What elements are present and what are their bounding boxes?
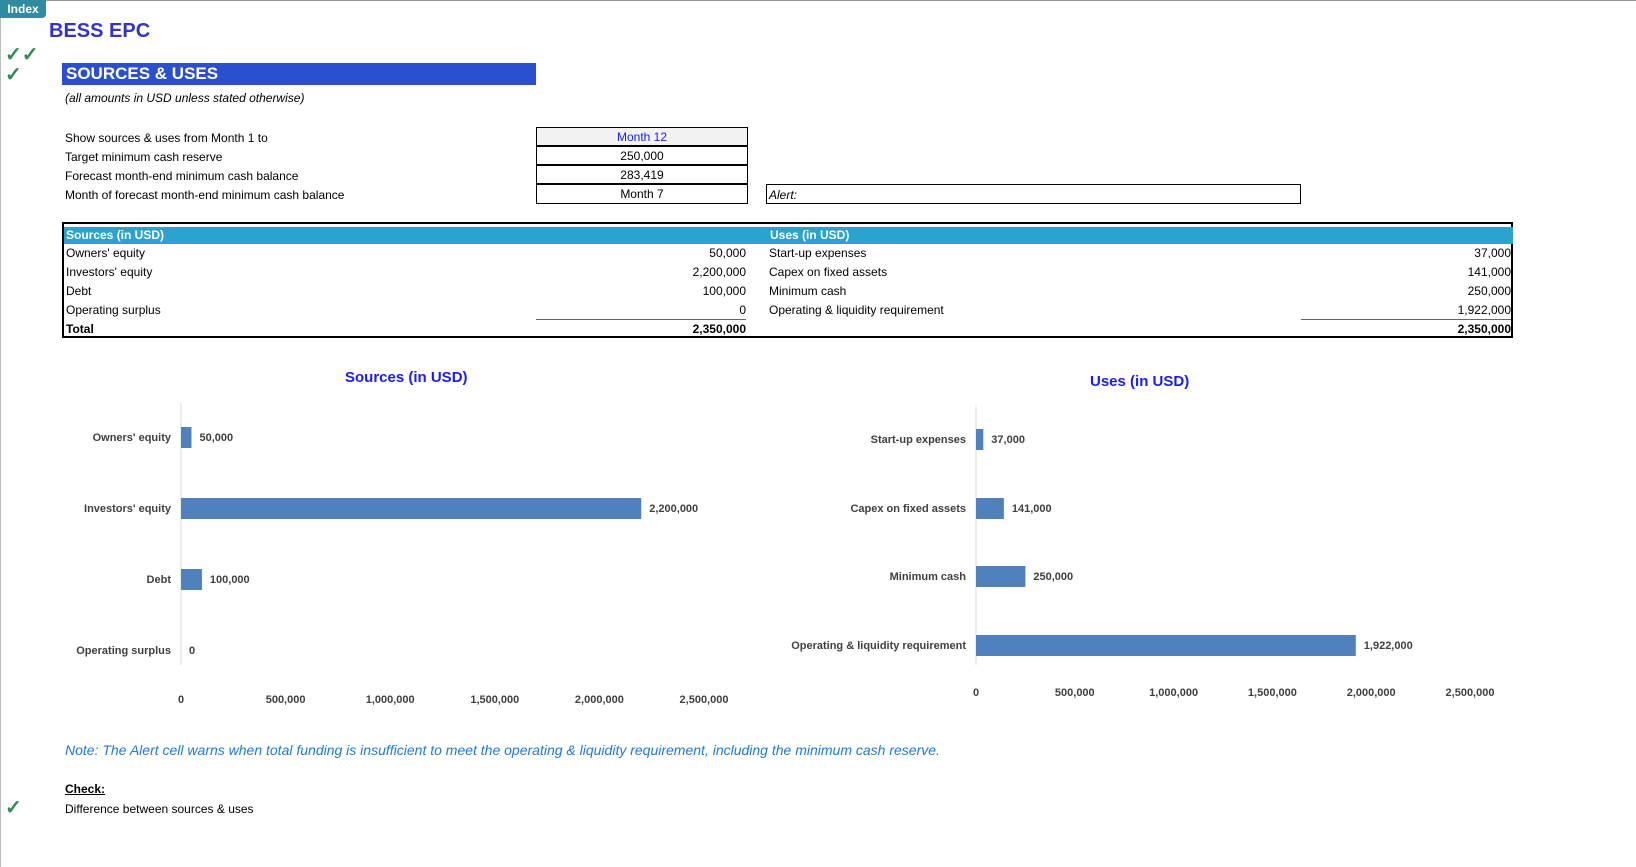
category-label: Debt bbox=[147, 574, 172, 586]
data-label: 50,000 bbox=[199, 432, 233, 444]
check-icon: ✓ bbox=[5, 797, 22, 819]
category-label: Investors' equity bbox=[84, 503, 172, 515]
source-value: 0 bbox=[536, 301, 746, 320]
x-tick-label: 1,000,000 bbox=[366, 694, 415, 706]
alert-note: Note: The Alert cell warns when total fu… bbox=[65, 742, 940, 758]
category-label: Minimum cash bbox=[890, 571, 967, 583]
use-label: Capex on fixed assets bbox=[769, 265, 888, 279]
source-label: Owners' equity bbox=[66, 246, 145, 260]
bar bbox=[181, 427, 192, 448]
data-label: 0 bbox=[189, 645, 195, 657]
app-title: BESS EPC bbox=[49, 20, 151, 42]
x-tick-label: 500,000 bbox=[1055, 687, 1095, 699]
source-label: Investors' equity bbox=[66, 265, 153, 279]
category-label: Operating surplus bbox=[76, 645, 171, 657]
uses-chart-title: Uses (in USD) bbox=[1090, 373, 1190, 390]
uses-chart: 0 500,000 1,000,000 1,500,000 2,000,000 2,500… bbox=[791, 405, 1495, 699]
uses-header: Uses (in USD) bbox=[768, 227, 1513, 244]
check-icon: ✓✓ bbox=[5, 44, 39, 66]
category-label: Owners' equity bbox=[93, 432, 172, 444]
bar bbox=[181, 498, 642, 519]
alert-cell: Alert: bbox=[766, 184, 1301, 204]
x-tick-label: 1,500,000 bbox=[1248, 687, 1297, 699]
x-tick-label: 0 bbox=[973, 687, 979, 699]
source-label: Operating surplus bbox=[66, 303, 161, 317]
month-selector[interactable]: Month 12 bbox=[536, 127, 748, 146]
data-label: 141,000 bbox=[1012, 503, 1052, 515]
data-label: 37,000 bbox=[991, 434, 1025, 446]
x-tick-label: 500,000 bbox=[266, 694, 306, 706]
check-icon: ✓ bbox=[5, 64, 22, 86]
data-label: 1,922,000 bbox=[1364, 640, 1413, 652]
target-cash-reserve-value: 250,000 bbox=[536, 146, 748, 165]
data-label: 2,200,000 bbox=[649, 503, 698, 515]
use-value: 250,000 bbox=[1467, 284, 1511, 298]
data-label: 100,000 bbox=[210, 574, 250, 586]
check-label: Difference between sources & uses bbox=[65, 802, 254, 816]
bar bbox=[976, 498, 1004, 519]
input-label: Month of forecast month-end minimum cash… bbox=[65, 188, 345, 202]
x-tick-label: 2,500,000 bbox=[680, 694, 729, 706]
x-tick-label: 1,000,000 bbox=[1149, 687, 1198, 699]
use-value: 141,000 bbox=[1467, 265, 1511, 279]
source-value: 2,200,000 bbox=[692, 265, 746, 279]
x-tick-label: 2,000,000 bbox=[1347, 687, 1396, 699]
use-label: Start-up expenses bbox=[769, 246, 867, 260]
use-value: 37,000 bbox=[1474, 246, 1511, 260]
input-label: Show sources & uses from Month 1 to bbox=[65, 131, 268, 145]
divider bbox=[46, 0, 1636, 1]
category-label: Capex on fixed assets bbox=[850, 503, 966, 515]
uses-total: 2,350,000 bbox=[1457, 322, 1511, 336]
bar bbox=[976, 566, 1026, 587]
x-tick-label: 2,500,000 bbox=[1446, 687, 1495, 699]
source-value: 100,000 bbox=[702, 284, 746, 298]
section-title: SOURCES & USES bbox=[62, 63, 536, 85]
bar bbox=[976, 429, 984, 450]
category-label: Start-up expenses bbox=[871, 434, 966, 446]
sources-chart-title: Sources (in USD) bbox=[345, 369, 468, 386]
input-label: Forecast month-end minimum cash balance bbox=[65, 169, 299, 183]
source-value: 50,000 bbox=[709, 246, 746, 260]
subtitle: (all amounts in USD unless stated otherw… bbox=[65, 91, 305, 105]
x-tick-label: 0 bbox=[178, 694, 184, 706]
use-label: Minimum cash bbox=[769, 284, 847, 298]
total-label: Total bbox=[66, 322, 94, 336]
index-tab[interactable]: Index bbox=[0, 0, 46, 18]
source-label: Debt bbox=[66, 284, 92, 298]
bar bbox=[976, 635, 1356, 656]
forecast-min-cash-month: Month 7 bbox=[536, 184, 748, 204]
sources-total: 2,350,000 bbox=[692, 322, 746, 336]
sources-chart: 0 500,000 1,000,000 1,500,000 2,000,000 2,500… bbox=[76, 403, 729, 706]
sources-uses-table: Sources (in USD) Uses (in USD) Owners' e… bbox=[62, 222, 1513, 338]
data-label: 250,000 bbox=[1033, 571, 1073, 583]
x-tick-label: 2,000,000 bbox=[575, 694, 624, 706]
check-title: Check: bbox=[65, 782, 106, 796]
category-label: Operating & liquidity requirement bbox=[791, 640, 966, 652]
use-value: 1,922,000 bbox=[1301, 301, 1511, 320]
input-label: Target minimum cash reserve bbox=[65, 150, 223, 164]
x-tick-label: 1,500,000 bbox=[470, 694, 519, 706]
forecast-min-cash-value: 283,419 bbox=[536, 165, 748, 184]
bar bbox=[181, 569, 202, 590]
sources-header: Sources (in USD) bbox=[64, 227, 770, 244]
use-label: Operating & liquidity requirement bbox=[769, 303, 944, 317]
divider bbox=[0, 18, 1, 867]
